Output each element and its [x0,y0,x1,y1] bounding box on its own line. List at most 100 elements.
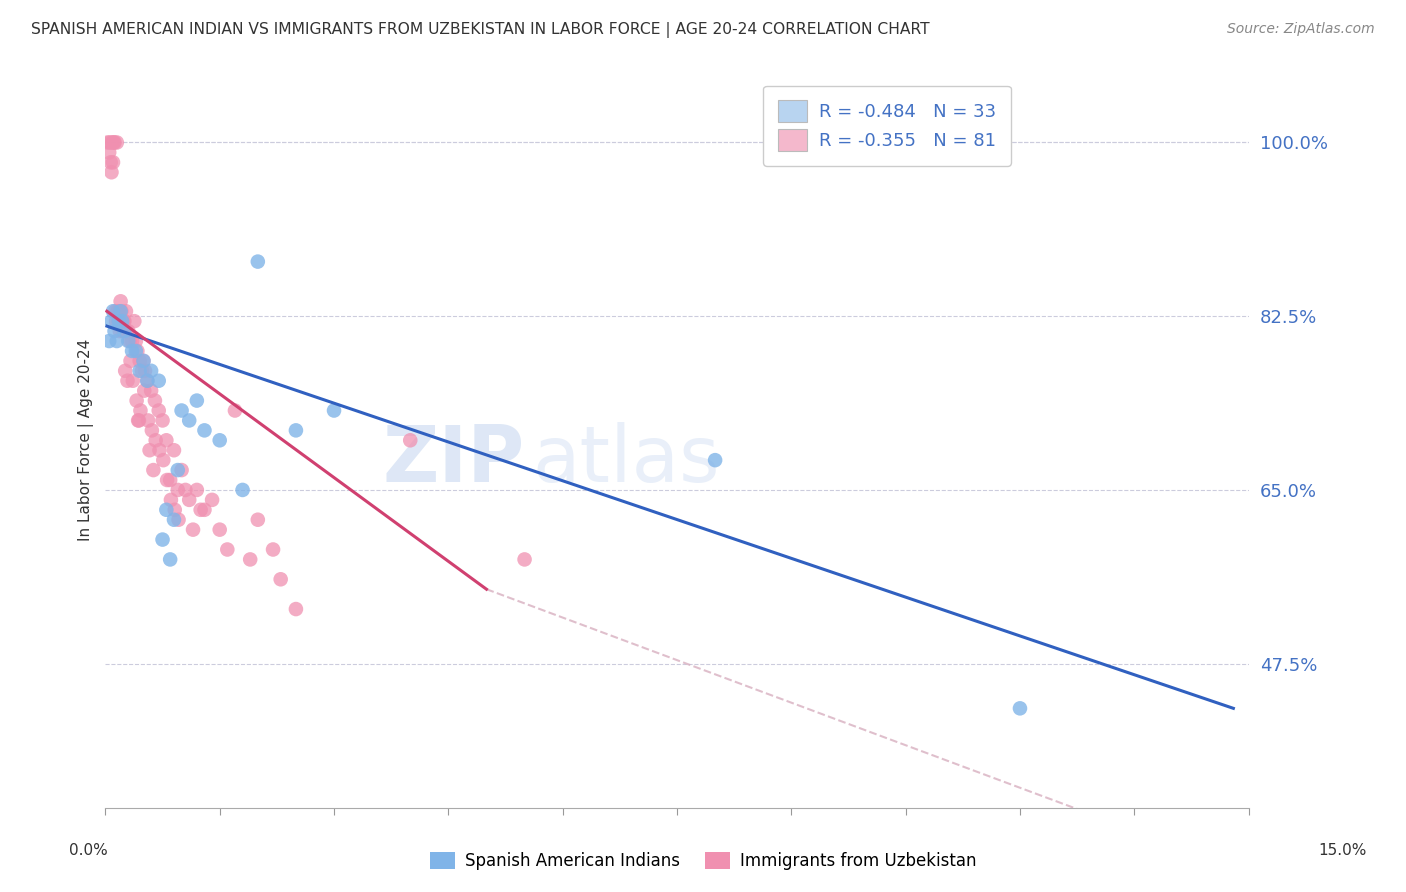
Point [174,483,197,497]
Point [105,314,128,328]
Point [101,155,124,169]
Point [103,136,125,150]
Point [155,434,177,448]
Point [167,513,190,527]
Point [127,343,149,358]
Point [97,136,120,150]
Point [148,374,170,388]
Point [110,304,132,318]
Point [190,503,212,517]
Text: Source: ZipAtlas.com: Source: ZipAtlas.com [1227,22,1375,37]
Point [114,324,136,338]
Point [110,304,132,318]
Point [193,423,215,437]
Point [139,384,162,398]
Point [139,364,162,378]
Point [136,413,159,427]
Point [136,374,159,388]
Point [155,503,177,517]
Point [129,403,152,417]
Text: atlas: atlas [533,422,720,498]
Point [1008,701,1031,715]
Point [323,403,346,417]
Point [224,403,246,417]
Point [163,513,186,527]
Point [163,443,186,458]
Point [111,314,134,328]
Point [112,314,135,328]
Point [103,136,125,150]
Point [159,552,181,566]
Point [117,374,139,388]
Point [246,513,269,527]
Point [152,533,174,547]
Point [217,542,239,557]
Point [98,334,121,348]
Point [105,136,128,150]
Point [132,354,155,368]
Point [108,314,131,328]
Point [208,523,231,537]
Point [117,324,139,338]
Point [125,334,148,348]
Point [117,334,139,348]
Point [98,145,121,160]
Point [148,403,170,417]
Point [284,602,307,616]
Point [101,136,124,150]
Point [125,343,148,358]
Point [103,324,125,338]
Point [107,314,129,328]
Point [179,413,201,427]
Point [98,136,121,150]
Point [148,443,170,458]
Point [101,304,124,318]
Point [399,434,422,448]
Point [111,314,134,328]
Text: 0.0%: 0.0% [69,843,108,858]
Y-axis label: In Labor Force | Age 20-24: In Labor Force | Age 20-24 [79,339,94,541]
Point [132,354,155,368]
Point [141,423,163,437]
Point [270,572,292,586]
Point [152,413,174,427]
Point [179,492,201,507]
Point [105,334,128,348]
Point [100,165,122,179]
Point [127,413,149,427]
Point [160,492,183,507]
Point [181,523,204,537]
Point [108,304,131,318]
Point [100,314,122,328]
Point [124,314,146,328]
Point [131,364,153,378]
Point [170,463,193,477]
Point [201,492,224,507]
Point [108,324,131,338]
Point [100,155,122,169]
Point [284,423,307,437]
Point [128,364,150,378]
Point [125,393,148,408]
Point [115,324,138,338]
Point [114,314,136,328]
Point [138,443,160,458]
Point [121,374,143,388]
Point [121,343,143,358]
Point [262,542,284,557]
Point [120,354,142,368]
Point [152,453,174,467]
Point [110,294,132,309]
Point [114,364,136,378]
Point [111,324,134,338]
Point [159,473,181,487]
Point [170,403,193,417]
Point [142,463,165,477]
Text: SPANISH AMERICAN INDIAN VS IMMIGRANTS FROM UZBEKISTAN IN LABOR FORCE | AGE 20-24: SPANISH AMERICAN INDIAN VS IMMIGRANTS FR… [31,22,929,38]
Legend: R = -0.484   N = 33, R = -0.355   N = 81: R = -0.484 N = 33, R = -0.355 N = 81 [763,86,1011,166]
Point [143,393,166,408]
Point [118,334,141,348]
Point [163,503,186,517]
Point [232,483,254,497]
Text: ZIP: ZIP [382,422,524,498]
